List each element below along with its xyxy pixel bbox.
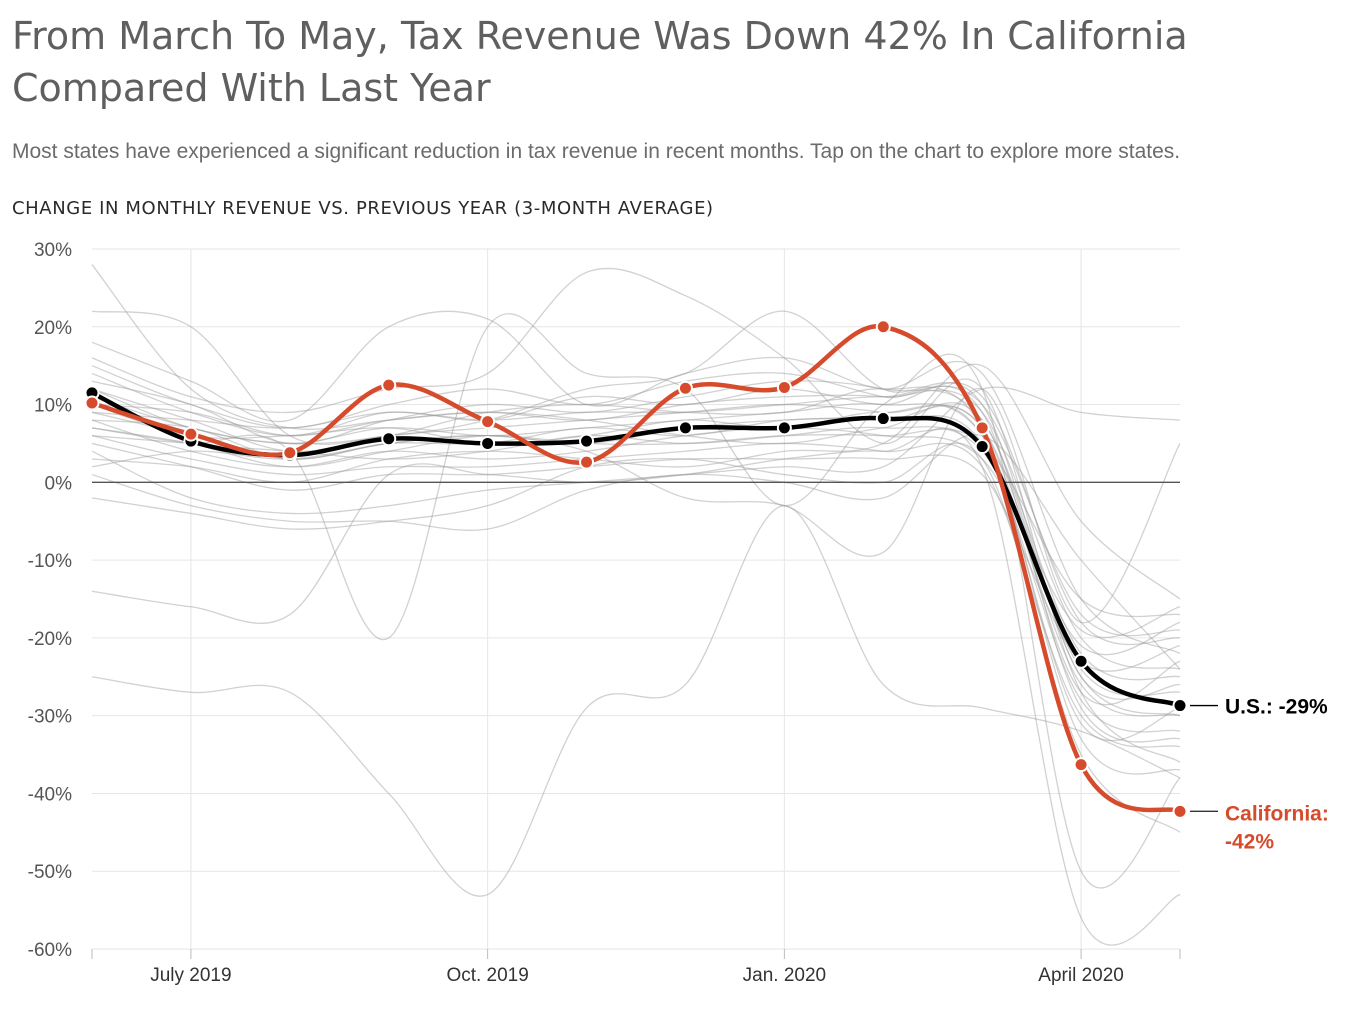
x-tick-label: Jan. 2020	[743, 965, 826, 986]
us-marker	[974, 439, 990, 455]
california-marker	[480, 414, 496, 430]
us-marker	[579, 433, 595, 449]
california-marker	[875, 319, 891, 335]
california-marker	[776, 379, 792, 395]
california-marker	[381, 377, 397, 393]
y-tick-label: -40%	[28, 784, 72, 805]
state-line	[91, 405, 1181, 706]
california-line	[89, 324, 1183, 814]
y-gridlines	[92, 248, 1180, 950]
chart-title: From March To May, Tax Revenue Was Down …	[12, 14, 1188, 110]
line-chart[interactable]: 30% 20% 10% 0% -10% -20% -30% -40% -50% -60% July…	[0, 220, 1357, 1018]
x-tick-label: Oct. 2019	[446, 965, 528, 986]
y-tick-label: 0%	[45, 473, 73, 494]
california-marker	[282, 445, 298, 461]
state-line	[91, 313, 1181, 889]
us-marker	[1073, 653, 1089, 669]
california-marker	[579, 454, 595, 470]
us-end-label: U.S.: -29%	[1225, 696, 1328, 719]
us-marker	[480, 435, 496, 451]
x-tick-label: April 2020	[1038, 965, 1124, 986]
state-line	[91, 433, 1181, 670]
us-marker	[875, 411, 891, 427]
y-tick-label: 30%	[34, 240, 72, 261]
us-marker	[1172, 698, 1188, 714]
state-line	[91, 427, 1181, 618]
y-axis-ticks: 30% 20% 10% 0% -10% -20% -30% -40% -50% -60%	[28, 240, 72, 961]
end-labels: U.S.: -29% California: -42%	[1190, 696, 1329, 853]
x-axis-ticks: July 2019 Oct. 2019 Jan. 2020 April 2020	[150, 965, 1124, 986]
state-line	[91, 310, 1181, 700]
state-line	[91, 389, 1181, 670]
y-tick-label: -60%	[28, 940, 72, 961]
california-marker	[1073, 757, 1089, 773]
state-line	[91, 386, 1181, 775]
x-tick-label: July 2019	[150, 965, 231, 986]
y-tick-label: -20%	[28, 629, 72, 650]
y-tick-label: -50%	[28, 862, 72, 883]
state-line	[91, 505, 1181, 897]
california-marker	[1172, 803, 1188, 819]
y-tick-label: 20%	[34, 318, 72, 339]
california-end-label: California:	[1225, 802, 1329, 825]
chart-y-measure-label: CHANGE IN MONTHLY REVENUE VS. PREVIOUS Y…	[12, 198, 714, 219]
state-line	[91, 411, 1181, 733]
california-marker	[974, 420, 990, 436]
x-gridlines	[91, 249, 1181, 959]
y-tick-label: -30%	[28, 707, 72, 728]
state-line	[91, 386, 1181, 515]
state-line	[91, 363, 1181, 600]
state-line	[91, 403, 1181, 742]
california-end-value: -42%	[1225, 830, 1274, 853]
state-lines[interactable]	[91, 264, 1181, 946]
us-marker	[381, 431, 397, 447]
highlighted-series[interactable]	[89, 324, 1183, 814]
series-markers[interactable]	[84, 319, 1188, 819]
state-line	[91, 267, 1181, 763]
state-line	[91, 442, 1181, 672]
state-line	[91, 385, 1181, 637]
california-marker	[84, 395, 100, 411]
us-marker	[776, 420, 792, 436]
california-marker	[183, 426, 199, 442]
california-marker	[677, 380, 693, 396]
state-line	[91, 310, 1181, 655]
us-marker	[677, 420, 693, 436]
state-line	[91, 372, 1181, 646]
state-line	[91, 264, 1181, 717]
y-tick-label: -10%	[28, 551, 72, 572]
chart-subtitle: Most states have experienced a significa…	[12, 140, 1181, 163]
y-tick-label: 10%	[34, 396, 72, 417]
state-line	[91, 427, 1181, 946]
